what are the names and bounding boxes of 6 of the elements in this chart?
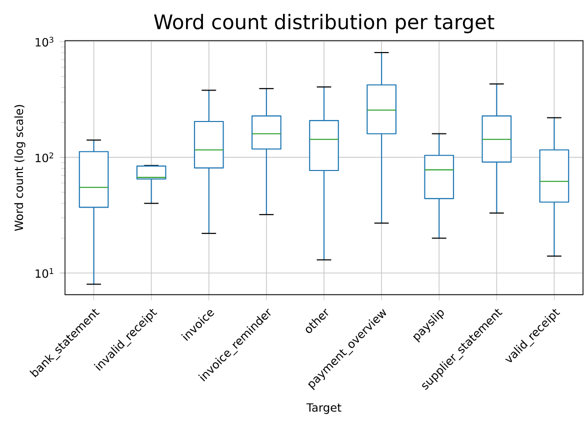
chart-title: Word count distribution per target [154, 14, 494, 34]
x-axis-title: Target [306, 403, 342, 414]
y-tick-label: 10$^{1}$ [36, 268, 54, 278]
y-tick-label: 10$^{3}$ [36, 36, 54, 47]
y-axis-title: Word count (log scale) [14, 105, 26, 231]
y-tick-label: 10$^{2}$ [36, 152, 54, 162]
